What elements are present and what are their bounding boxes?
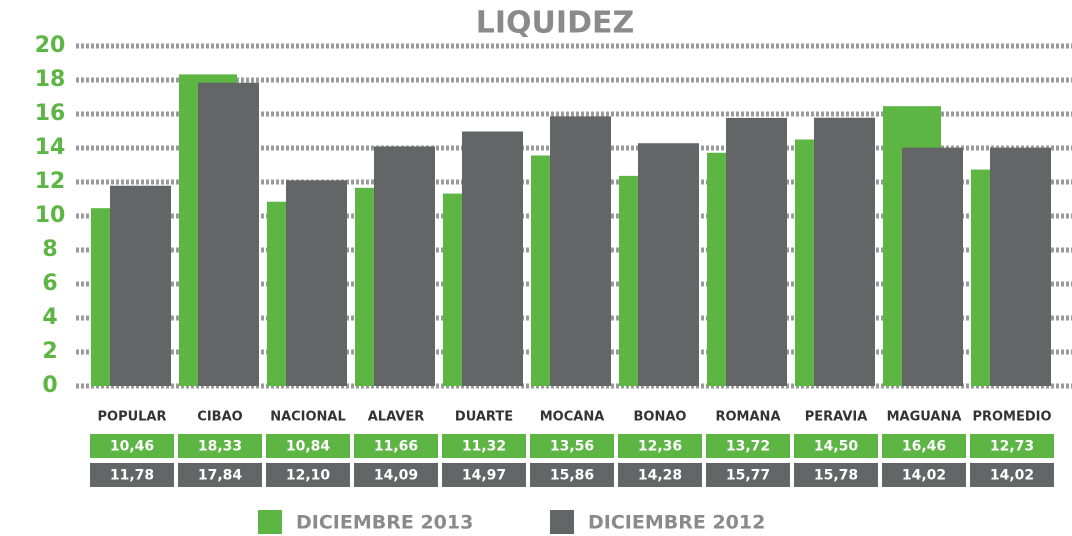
y-tick-label: 18 <box>35 67 66 92</box>
table-cell <box>266 434 350 458</box>
table-cell <box>970 463 1054 487</box>
table-cell <box>618 463 702 487</box>
table-cell <box>882 434 966 458</box>
x-tick-label: PROMEDIO <box>972 410 1051 425</box>
value-label: 13,56 <box>550 439 594 455</box>
x-tick-label: POPULAR <box>97 410 166 425</box>
y-tick-label: 10 <box>35 203 66 228</box>
table-cell <box>706 434 790 458</box>
bar <box>110 185 171 386</box>
table-cell <box>354 434 438 458</box>
x-tick-label: ROMANA <box>716 410 781 425</box>
value-label: 10,46 <box>110 439 154 455</box>
x-tick-label: CIBAO <box>197 410 242 425</box>
y-tick-label: 12 <box>35 169 66 194</box>
value-label: 11,66 <box>374 439 418 455</box>
value-label: 11,78 <box>110 468 154 484</box>
value-label: 12,36 <box>638 439 682 455</box>
y-tick-label: 14 <box>35 135 66 160</box>
bar <box>902 147 963 386</box>
table-cell <box>530 463 614 487</box>
y-tick-label: 8 <box>42 237 57 262</box>
value-label: 18,33 <box>198 439 242 455</box>
table-cell <box>442 463 526 487</box>
x-tick-label: BONAO <box>634 410 687 425</box>
value-label: 14,50 <box>814 439 859 455</box>
bar <box>550 116 611 386</box>
value-label: 12,73 <box>990 439 1034 455</box>
y-tick-label: 4 <box>42 305 57 330</box>
table-cell <box>794 434 878 458</box>
value-label: 10,84 <box>286 439 331 455</box>
legend-label: DICIEMBRE 2013 <box>296 512 473 534</box>
legend-swatch <box>258 510 282 534</box>
value-label: 15,77 <box>726 468 770 484</box>
x-tick-label: PERAVIA <box>805 410 868 425</box>
table-cell <box>442 434 526 458</box>
y-tick-label: 2 <box>42 339 57 364</box>
bar <box>990 147 1051 386</box>
value-label: 16,46 <box>902 439 946 455</box>
table-cell <box>882 463 966 487</box>
y-tick-label: 6 <box>42 271 57 296</box>
value-label: 13,72 <box>726 439 770 455</box>
value-label: 14,97 <box>462 468 506 484</box>
bar <box>638 143 699 386</box>
bar <box>374 146 435 386</box>
bar <box>462 131 523 386</box>
table-cell <box>618 434 702 458</box>
table-cell <box>970 434 1054 458</box>
value-label: 15,78 <box>814 468 858 484</box>
table-cell <box>794 463 878 487</box>
x-tick-label: NACIONAL <box>270 410 346 425</box>
table-cell <box>90 463 174 487</box>
x-tick-label: MOCANA <box>540 410 605 425</box>
value-label: 14,02 <box>902 468 946 484</box>
y-tick-label: 20 <box>35 33 66 58</box>
value-label: 14,28 <box>638 468 682 484</box>
value-label: 11,32 <box>462 439 506 455</box>
legend-swatch <box>550 510 574 534</box>
x-tick-label: DUARTE <box>455 410 513 425</box>
value-label: 12,10 <box>286 468 331 484</box>
table-cell <box>706 463 790 487</box>
bar <box>198 82 259 386</box>
table-cell <box>178 463 262 487</box>
bar <box>726 117 787 386</box>
value-label: 17,84 <box>198 468 243 484</box>
table-cell <box>354 463 438 487</box>
value-label: 14,02 <box>990 468 1034 484</box>
x-tick-label: ALAVER <box>368 410 424 425</box>
y-tick-label: 0 <box>42 373 57 398</box>
bar <box>814 117 875 387</box>
bar <box>286 180 347 386</box>
table-cell <box>266 463 350 487</box>
table-cell <box>90 434 174 458</box>
table-cell <box>178 434 262 458</box>
chart-title: LIQUIDEZ <box>476 6 634 41</box>
y-tick-label: 16 <box>35 101 66 126</box>
value-label: 15,86 <box>550 468 594 484</box>
table-cell <box>530 434 614 458</box>
value-label: 14,09 <box>374 468 418 484</box>
x-tick-label: MAGUANA <box>887 410 962 425</box>
legend-label: DICIEMBRE 2012 <box>588 512 765 534</box>
